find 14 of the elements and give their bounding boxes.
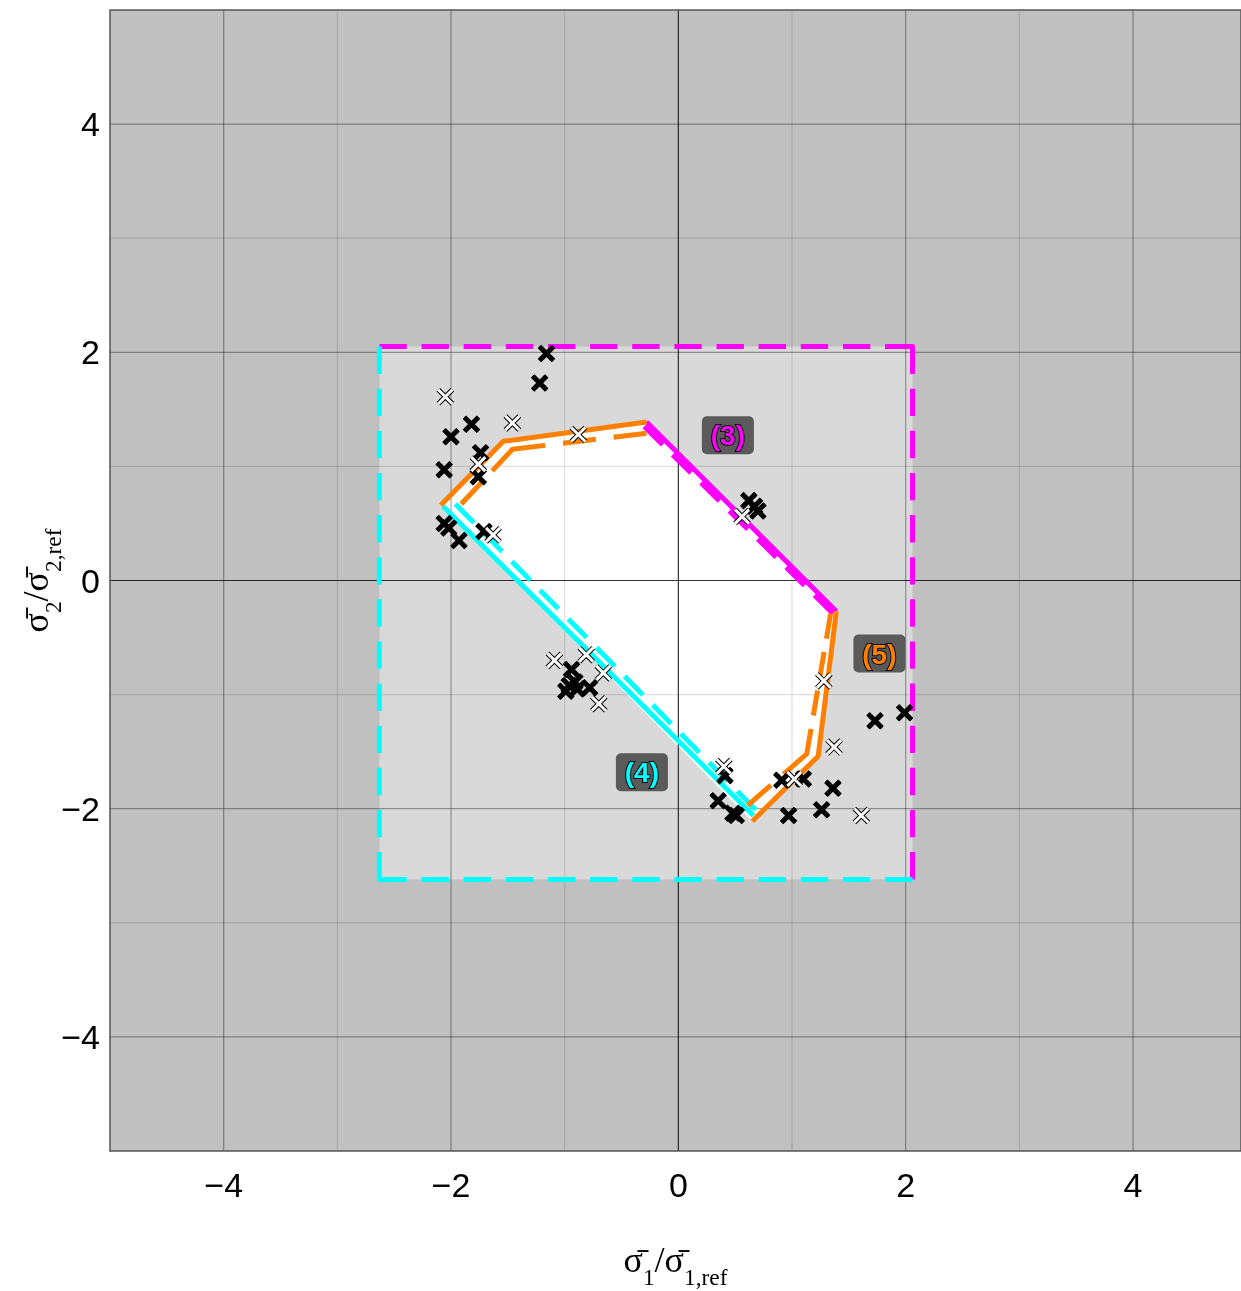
y-tick-label: 4	[81, 105, 100, 144]
x-tick-label: 4	[1123, 1166, 1143, 1204]
series-label: (4)	[624, 757, 660, 789]
series-label: (5)	[862, 638, 897, 670]
y-tick-label: −4	[61, 1017, 100, 1056]
series-label: (3)	[710, 420, 745, 452]
x-tick-label: 0	[668, 1166, 688, 1204]
y-tick-label: 0	[81, 561, 100, 600]
x-axis-title: σ̄$_{1}$/σ̄$_{1,ref}$	[623, 1240, 728, 1290]
y-tick-label: 2	[81, 333, 100, 372]
x-tick-label: −2	[431, 1166, 471, 1204]
x-tick-label: −4	[204, 1166, 244, 1204]
x-tick-label: 2	[896, 1166, 916, 1204]
y-tick-label: −2	[61, 789, 100, 828]
